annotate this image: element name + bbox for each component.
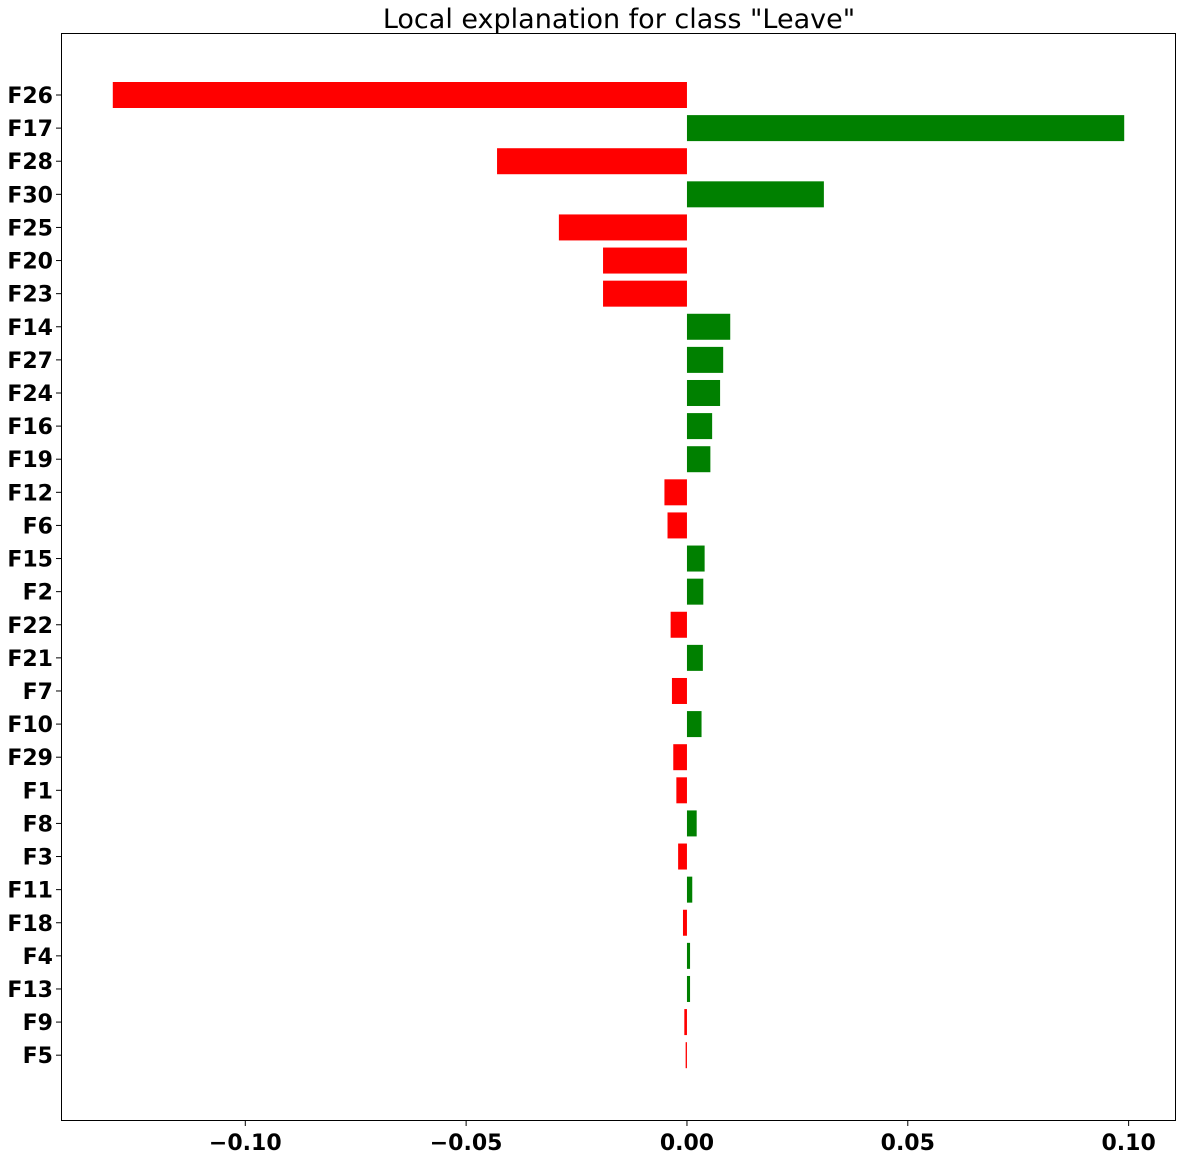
y-tick-label: F14	[7, 316, 53, 341]
y-tick-label: F19	[7, 448, 53, 473]
bar-f1	[676, 777, 687, 804]
y-tick-label: F18	[7, 912, 53, 937]
plot-frame	[61, 33, 1176, 1121]
y-tick-label: F28	[7, 150, 53, 175]
y-tick-label: F29	[7, 746, 53, 771]
bar-f7	[671, 677, 687, 704]
bar-f26	[112, 82, 687, 108]
bar-f27	[686, 346, 724, 373]
y-tick-label: F24	[7, 382, 53, 407]
y-tick-label: F4	[23, 945, 53, 970]
y-tick-label: F13	[7, 978, 53, 1003]
x-tick-label: −0.10	[209, 1131, 282, 1154]
y-tick-label: F2	[23, 581, 53, 606]
y-tick-label: F10	[7, 713, 53, 738]
bars-layer	[112, 82, 1125, 1069]
bar-f9	[684, 1009, 687, 1036]
y-tick-label: F17	[7, 117, 53, 142]
y-tick-label: F22	[7, 614, 53, 639]
bar-f10	[686, 711, 702, 738]
y-tick-label: F21	[7, 647, 53, 672]
bar-f23	[603, 280, 687, 307]
y-tick-label: F9	[23, 1011, 53, 1036]
x-tick-label: 0.05	[881, 1131, 935, 1154]
bar-f13	[686, 975, 691, 1002]
bar-f11	[686, 876, 693, 903]
bar-f17	[686, 115, 1125, 142]
bar-f2	[686, 578, 704, 605]
bar-f6	[667, 512, 687, 539]
y-tick-label: F15	[7, 548, 53, 573]
y-tick-label: F26	[7, 84, 53, 109]
x-tick-label: −0.05	[430, 1131, 503, 1154]
y-axis: F26 F17 F28 F30 F25 F20 F23 F14 F27 F24 F16 F19 F12 F…	[7, 84, 62, 1069]
y-tick-label: F20	[7, 250, 53, 275]
bar-f8	[686, 810, 697, 837]
bar-f19	[686, 446, 711, 473]
x-tick-label: 0.10	[1101, 1131, 1155, 1154]
x-tick-label: 0.00	[660, 1131, 714, 1154]
chart-title: Local explanation for class "Leave"	[383, 4, 855, 35]
y-tick-label: F30	[7, 183, 53, 208]
y-tick-label: F23	[7, 283, 53, 308]
y-tick-label: F12	[7, 481, 53, 506]
y-tick-label: F5	[23, 1044, 53, 1069]
bar-f21	[686, 644, 703, 671]
bar-f24	[686, 379, 721, 406]
bar-f15	[686, 545, 705, 572]
bar-f14	[686, 313, 731, 340]
bar-f18	[682, 909, 687, 936]
bar-f16	[686, 413, 713, 440]
y-tick-label: F8	[23, 812, 53, 837]
bar-f25	[558, 214, 687, 241]
bar-f29	[673, 744, 687, 771]
bar-f12	[664, 479, 687, 506]
y-tick-label: F3	[23, 846, 53, 871]
bar-f22	[670, 611, 687, 638]
y-tick-label: F16	[7, 415, 53, 440]
y-tick-label: F7	[23, 680, 53, 705]
bar-f20	[603, 247, 687, 274]
bar-f28	[497, 148, 687, 175]
y-tick-label: F25	[7, 216, 53, 241]
bar-f4	[686, 942, 691, 969]
y-tick-label: F11	[7, 879, 53, 904]
y-tick-label: F1	[23, 779, 53, 804]
bar-f5	[685, 1042, 687, 1069]
x-axis: −0.10 −0.05 0.00 0.05 0.10	[209, 1120, 1156, 1154]
y-tick-label: F6	[23, 514, 53, 539]
bar-f30	[686, 181, 824, 208]
bar-f3	[678, 843, 687, 870]
y-tick-label: F27	[7, 349, 53, 374]
